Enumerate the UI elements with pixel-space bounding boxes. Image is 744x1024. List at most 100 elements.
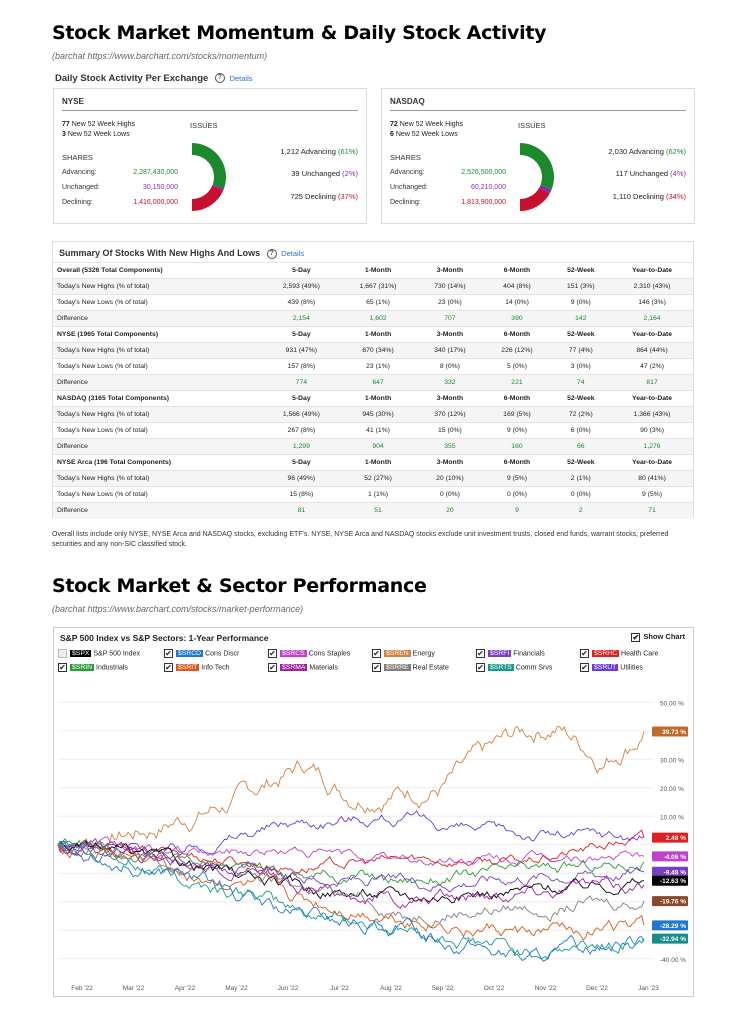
lows-count: 3 (62, 131, 66, 138)
declining-shares: 1,416,000,000 (133, 199, 178, 206)
shares-label: SHARES (62, 153, 93, 162)
table-row: Today's New Highs (% of total) 2,593 (49%… (53, 278, 693, 295)
table-cell: 77 (4%) (550, 342, 612, 359)
legend-item[interactable]: ✔ $SRHC Health Care (580, 649, 658, 658)
advancing-issues: 2,030 Advancing (62%) (608, 147, 686, 156)
legend-item[interactable]: ✔ $SRCD Cons Discr (164, 649, 239, 658)
new-lows: 3 New 52 Week Lows (62, 131, 130, 138)
table-cell: 1,602 (339, 310, 417, 327)
table-cell: 3 (0%) (550, 358, 612, 375)
column-header: 6-Month (483, 326, 551, 343)
divider (390, 110, 686, 111)
advancing-pct: (61%) (337, 147, 358, 156)
issues-label: ISSUES (190, 121, 218, 130)
end-label-box (652, 726, 688, 737)
checkbox-icon[interactable]: ✔ (58, 663, 67, 672)
table-cell: 51 (339, 502, 417, 519)
legend-item[interactable]: ✔ $SREN Energy (372, 649, 435, 658)
table-cell: 66 (550, 438, 612, 455)
checkbox-icon[interactable] (58, 649, 67, 658)
x-tick-label: Apr '22 (175, 985, 196, 992)
table-cell: 267 (8%) (263, 422, 340, 439)
series-line (57, 838, 645, 886)
new-highs: 72 New 52 Week Highs (390, 121, 463, 128)
table-cell: 670 (34%) (339, 342, 417, 359)
donut-advancing-slice (520, 143, 554, 190)
legend-symbol: $SRFI (488, 650, 512, 658)
legend-item[interactable]: ✔ $SRRE Real Estate (372, 663, 449, 672)
table-cell: 9 (0%) (550, 294, 612, 311)
donut-unchanged-slice (539, 185, 552, 194)
table-cell: 817 (611, 374, 693, 391)
legend-item[interactable]: ✔ $SRMA Materials (268, 663, 338, 672)
chart-plot: 50.00 %40.00 %30.00 %20.00 %10.00 %-40.0… (57, 700, 688, 992)
checkbox-icon[interactable]: ✔ (580, 649, 589, 658)
source-link[interactable]: (barchat https://www.barchart.com/stocks… (52, 604, 304, 614)
column-header: Year-to-Date (611, 390, 693, 407)
checkbox-icon[interactable]: ✔ (372, 649, 381, 658)
table-cell: 0 (0%) (416, 486, 484, 503)
group-label: NYSE (1965 Total Components) (53, 326, 263, 343)
legend-item[interactable]: ✔ $SRUT Utilities (580, 663, 643, 672)
declining-label: Declining: (62, 199, 93, 206)
source-link[interactable]: (barchat https://www.barchart.com/stocks… (52, 51, 268, 61)
table-cell: 65 (1%) (339, 294, 417, 311)
checkbox-icon[interactable]: ✔ (580, 663, 589, 672)
legend-label: Cons Discr (205, 650, 240, 658)
x-tick-label: Oct '22 (484, 985, 505, 992)
row-label: Difference (53, 374, 263, 391)
table-row: Difference 774 647 332 221 74 817 (53, 374, 693, 391)
details-link[interactable]: Details (229, 74, 253, 83)
details-link[interactable]: Details (281, 249, 305, 258)
show-chart-toggle[interactable]: ✔ Show Chart (631, 632, 685, 642)
legend-item[interactable]: ✔ $SRCS Cons Staples (268, 649, 350, 658)
page-title: Stock Market Momentum & Daily Stock Acti… (52, 22, 547, 44)
legend-item[interactable]: ✔ $SRIT Info Tech (164, 663, 230, 672)
legend-item[interactable]: ✔ $SRTS Comm Srvs (476, 663, 552, 672)
checkbox-icon[interactable]: ✔ (372, 663, 381, 672)
checkbox-icon[interactable]: ✔ (164, 663, 173, 672)
y-tick-label: -40.00 % (660, 957, 686, 964)
legend-item[interactable]: ✔ $SRFI Financials (476, 649, 545, 658)
legend-item[interactable]: $SPX S&P 500 Index (58, 649, 140, 658)
donut-advancing-slice (192, 143, 226, 189)
checkbox-icon[interactable]: ✔ (631, 632, 641, 642)
table-cell: 226 (12%) (483, 342, 551, 359)
end-label-text: -19.76 % (660, 899, 686, 906)
group-header-row: NYSE (1965 Total Components) 5-Day 1-Month… (53, 326, 693, 343)
daily-activity-title: Daily Stock Activity Per Exchange ? Deta… (55, 73, 253, 84)
table-cell: 23 (0%) (416, 294, 484, 311)
column-header: 3-Month (416, 390, 484, 407)
checkbox-icon[interactable]: ✔ (476, 663, 485, 672)
info-icon[interactable]: ? (214, 73, 225, 84)
donut-unchanged-slice (212, 184, 224, 191)
advancing-label: Advancing: (390, 169, 425, 176)
checkbox-icon[interactable]: ✔ (476, 649, 485, 658)
advancing-shares: 2,526,500,000 (461, 169, 506, 176)
declining-issues-text: 725 Declining (290, 192, 336, 201)
series-line (57, 843, 645, 909)
table-cell: 2,310 (43%) (611, 278, 693, 295)
table-cell: 1 (1%) (339, 486, 417, 503)
advancing-issues-text: 1,212 Advancing (280, 147, 336, 156)
unchanged-shares: 60,210,000 (470, 184, 506, 191)
column-header: 52-Week (550, 262, 612, 279)
table-cell: 1,366 (43%) (611, 406, 693, 423)
info-icon[interactable]: ? (266, 248, 277, 259)
row-label: Difference (53, 438, 263, 455)
legend-item[interactable]: ✔ $SRIN Industrials (58, 663, 128, 672)
checkbox-icon[interactable]: ✔ (268, 649, 277, 658)
x-tick-label: Nov '22 (535, 985, 557, 992)
table-cell: 1,276 (611, 438, 693, 455)
table-cell: 90 (3%) (611, 422, 693, 439)
checkbox-icon[interactable]: ✔ (268, 663, 277, 672)
table-cell: 80 (41%) (611, 470, 693, 487)
lows-text: New 52 Week Lows (67, 131, 130, 138)
x-tick-label: Jul '22 (330, 985, 349, 992)
end-value-label: -32.94 % (652, 933, 688, 944)
daily-activity-title-text: Daily Stock Activity Per Exchange (55, 73, 209, 84)
checkbox-icon[interactable]: ✔ (164, 649, 173, 658)
x-tick-label: Jan '23 (638, 985, 659, 992)
table-cell: 23 (1%) (339, 358, 417, 375)
table-cell: 2,593 (49%) (263, 278, 340, 295)
